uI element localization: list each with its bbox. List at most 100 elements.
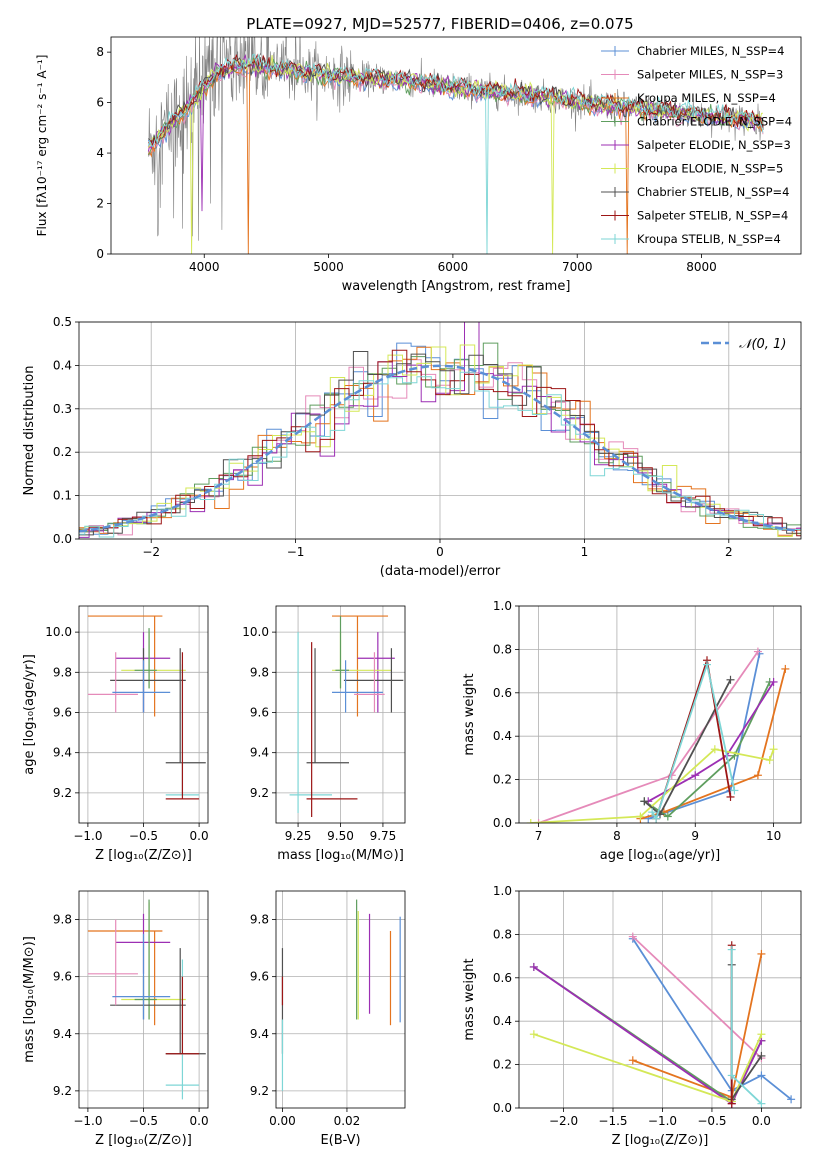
y-axis-label: mass [log₁₀(M/M⊙)]	[22, 936, 37, 1063]
y-tick-label: 8	[96, 45, 104, 59]
age_vs_z-panel: −1.0 −0.5 0.0 9.2 9.4 9.6 9.8 10.0 Z [log₁₀(Z/Z⊙…	[22, 605, 209, 863]
y-tick-label: 0.0	[493, 816, 512, 830]
legend-entry: Salpeter STELIB, N_SSP=4	[637, 209, 788, 223]
y-tick-label: 0.4	[493, 1014, 512, 1028]
y-tick-label: 0.1	[53, 489, 72, 503]
y-tick-label: 9.2	[250, 786, 269, 800]
x-tick-label: 2	[725, 545, 733, 559]
y-tick-label: 9.2	[53, 786, 72, 800]
y-tick-label: 9.8	[250, 665, 269, 679]
x-tick-label: −1.0	[73, 1114, 102, 1128]
x-tick-label: −1.5	[598, 1114, 627, 1128]
legend-entry: Chabrier STELIB, N_SSP=4	[637, 185, 789, 199]
spectrum-panel: 4000 5000 6000 7000 8000 0 2 4 6 8 wavelength [Ang…	[35, 36, 802, 294]
x-tick-label: 7000	[562, 260, 593, 274]
age_vs_mass-panel: 9.25 9.50 9.75 9.2 9.4 9.6 9.8 10.0 mass [log₁₀(…	[242, 605, 406, 863]
mass_weight_vs_age-panel: 7 8 9 10 0.0 0.2 0.4 0.6 0.8 1.0 age [log₁₀(age/yr…	[462, 599, 802, 863]
x-axis-label: mass [log₁₀(M/M⊙)]	[277, 848, 404, 863]
y-tick-label: 9.4	[53, 1027, 72, 1041]
x-axis-label: age [log₁₀(age/yr)]	[600, 848, 721, 863]
y-tick-label: 9.4	[53, 746, 72, 760]
y-tick-label: 10.0	[45, 625, 72, 639]
y-tick-label: 0.0	[493, 1101, 512, 1115]
x-tick-label: 10	[766, 829, 781, 843]
y-axis-label: age [log₁₀(age/yr)]	[22, 654, 37, 775]
y-tick-label: 9.6	[53, 970, 72, 984]
y-tick-label: 9.2	[250, 1084, 269, 1098]
x-axis-label: (data-model)/error	[380, 564, 501, 579]
y-tick-label: 9.8	[250, 913, 269, 927]
x-tick-label: 7	[535, 829, 543, 843]
y-tick-label: 0.6	[493, 971, 512, 985]
y-axis-label: Flux [fλ10⁻¹⁷ erg cm⁻² s⁻¹ A⁻¹]	[35, 55, 49, 237]
y-tick-label: 1.0	[493, 884, 512, 898]
x-tick-label: −2.0	[549, 1114, 578, 1128]
x-tick-label: 5000	[313, 260, 344, 274]
y-axis-label: mass weight	[462, 958, 477, 1040]
weight-line-salpeter_miles	[632, 935, 763, 1059]
x-tick-label: 9.75	[370, 829, 397, 843]
mass_vs_ebv-plot-area	[281, 899, 401, 1091]
y-tick-label: 9.8	[53, 913, 72, 927]
x-tick-label: 0.0	[190, 1114, 209, 1128]
mass_weight_vs_age-plot-area	[526, 647, 790, 823]
y-tick-label: 0.8	[493, 642, 512, 656]
y-tick-label: 0.6	[493, 686, 512, 700]
mass_vs_ebv-panel: 0.00 0.02 9.2 9.4 9.6 9.8 E(B-V)	[250, 890, 406, 1148]
y-tick-label: 6	[96, 96, 104, 110]
spectrum-plot-area	[147, 37, 764, 254]
x-tick-label: 6000	[438, 260, 469, 274]
mass_vs_ebv-frame	[275, 890, 406, 1109]
y-tick-label: 9.4	[250, 746, 269, 760]
weight-line-chabrier_miles	[632, 938, 792, 1101]
x-tick-label: −1	[287, 545, 305, 559]
y-tick-label: 0.3	[53, 402, 72, 416]
mass_weight_vs_age-frame	[518, 605, 802, 824]
y-tick-label: 0.4	[53, 358, 72, 372]
x-axis-label: Z [log₁₀(Z/Z⊙)]	[95, 1133, 192, 1148]
x-tick-label: 0	[436, 545, 444, 559]
histogram-kroupa_elodie	[79, 344, 801, 537]
model-spectrum-kroupa_stelib	[147, 53, 764, 254]
y-tick-label: 0.5	[53, 315, 72, 329]
y-tick-label: 10.0	[242, 625, 269, 639]
x-axis-label: Z [log₁₀(Z/Z⊙)]	[95, 848, 192, 863]
weight-line-chabrier_elodie	[643, 681, 771, 818]
legend-entry: Salpeter ELODIE, N_SSP=3	[637, 138, 791, 152]
y-tick-label: 9.8	[53, 665, 72, 679]
residuals-plot-area	[79, 322, 801, 538]
age_vs_z-plot-area	[87, 615, 206, 800]
legend-entry: Kroupa STELIB, N_SSP=4	[637, 232, 781, 246]
x-axis-label: wavelength [Angstrom, rest frame]	[342, 279, 571, 294]
y-tick-label: 0.2	[493, 773, 512, 787]
legend-entry: Salpeter MILES, N_SSP=3	[637, 68, 783, 82]
mass_vs_z-plot-area	[87, 899, 206, 1100]
normal-curve	[79, 364, 799, 533]
y-tick-label: 0.0	[53, 532, 72, 546]
x-axis-label: E(B-V)	[320, 1133, 360, 1148]
y-axis-label: mass weight	[462, 673, 477, 755]
weight-line-salpeter_miles	[538, 651, 759, 823]
x-tick-label: 1	[581, 545, 589, 559]
x-tick-label: −0.5	[129, 829, 158, 843]
mass_weight_vs_z-panel: −2.0 −1.5 −1.0 −0.5 0.0 0.0 0.2 0.4 0.6 0.8 1.0 Z […	[462, 884, 802, 1148]
y-tick-label: 2	[96, 197, 104, 211]
weight-line-kroupa_stelib	[651, 661, 736, 821]
mass_vs_z-panel: −1.0 −0.5 0.0 9.2 9.4 9.6 9.8 Z [log₁₀(Z/Z⊙)] ma…	[22, 890, 209, 1148]
weight-line-chabrier_elodie	[533, 966, 763, 1103]
residuals-panel: −2 −1 0 1 2 0.0 0.1 0.2 0.3 0.4 0.5 (data-model)/er…	[22, 315, 802, 579]
x-tick-label: −1.0	[648, 1114, 677, 1128]
legend-entry: Kroupa ELODIE, N_SSP=5	[637, 162, 783, 176]
y-tick-label: 0.2	[493, 1058, 512, 1072]
y-tick-label: 9.6	[250, 970, 269, 984]
x-tick-label: −0.5	[129, 1114, 158, 1128]
x-tick-label: 9.25	[285, 829, 312, 843]
legend-entry: 𝒩(0, 1)	[739, 337, 786, 352]
y-tick-label: 4	[96, 146, 104, 160]
x-tick-label: 9.50	[327, 829, 354, 843]
histogram-kroupa_stelib	[79, 371, 801, 538]
y-tick-label: 9.6	[250, 705, 269, 719]
y-tick-label: 0.4	[493, 729, 512, 743]
x-tick-label: 9	[691, 829, 699, 843]
model-spectrum-chabrier_stelib	[147, 56, 764, 144]
